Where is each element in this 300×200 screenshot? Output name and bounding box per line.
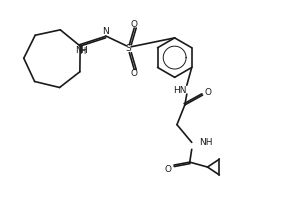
Text: HN: HN <box>173 86 187 95</box>
Text: O: O <box>205 88 212 97</box>
Text: H: H <box>81 46 87 55</box>
Text: O: O <box>131 20 138 29</box>
Text: NH: NH <box>200 138 213 147</box>
Text: S: S <box>125 44 131 53</box>
Text: N: N <box>75 46 81 55</box>
Text: O: O <box>165 165 172 174</box>
Text: N: N <box>102 27 109 36</box>
Text: O: O <box>131 69 138 78</box>
Text: H: H <box>79 47 85 56</box>
